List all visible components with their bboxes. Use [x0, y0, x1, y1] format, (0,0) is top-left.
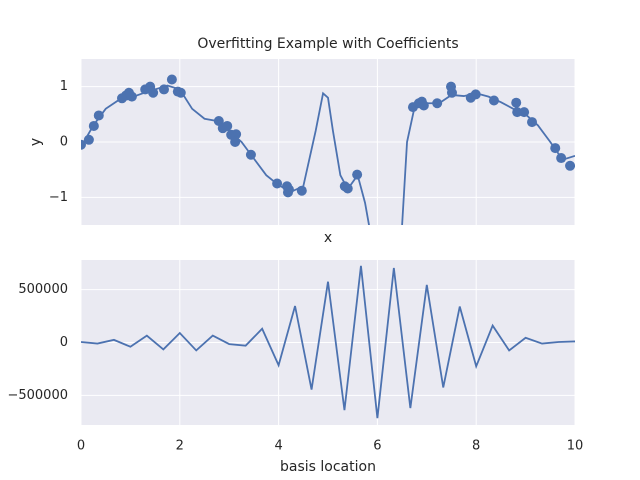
y-tick-label: 0 [60, 135, 68, 150]
x-axis-label: x [324, 230, 332, 246]
y-tick-label: −500000 [7, 388, 68, 403]
y-tick-label: 0 [60, 335, 68, 350]
x-tick-label: 0 [77, 439, 85, 454]
line [81, 84, 575, 225]
y-tick-label: −1 [49, 190, 68, 205]
x-tick-label: 2 [176, 439, 184, 454]
point [565, 160, 575, 171]
y-tick-label: 1 [60, 79, 68, 94]
point [470, 89, 481, 100]
x-tick-label: 4 [274, 439, 282, 454]
y-axis-label: y [28, 138, 44, 146]
point [166, 74, 177, 85]
point [527, 117, 538, 128]
x-tick-label: 8 [472, 439, 480, 454]
y-tick-label: 500000 [18, 282, 68, 297]
plot-area [81, 265, 575, 419]
point [231, 129, 242, 140]
plot-area [81, 74, 575, 225]
point [93, 110, 104, 121]
point [511, 97, 522, 108]
x-tick-label: 6 [373, 439, 381, 454]
x-axis-label: basis location [280, 459, 376, 475]
chart-title: Overfitting Example with Coefficients [197, 36, 458, 52]
line [81, 265, 575, 419]
x-tick-label: 10 [567, 439, 584, 454]
